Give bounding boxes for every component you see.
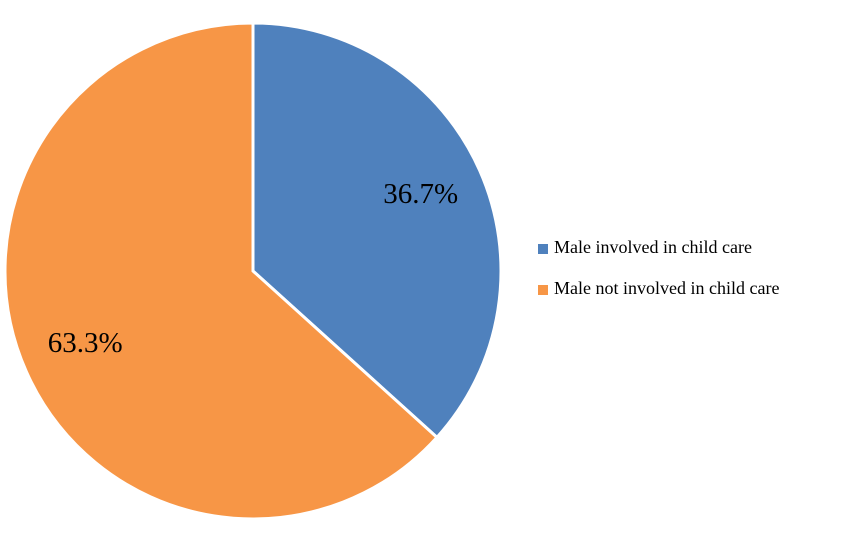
data-label: 36.7% [383,178,458,210]
legend-label: Male involved in child care [554,237,752,257]
pie-slice [3,21,440,521]
legend-label: Male not involved in child care [554,278,779,298]
legend-swatch [538,285,548,295]
data-label: 63.3% [48,327,123,359]
pie-slice [251,21,503,440]
legend-swatch [538,244,548,254]
